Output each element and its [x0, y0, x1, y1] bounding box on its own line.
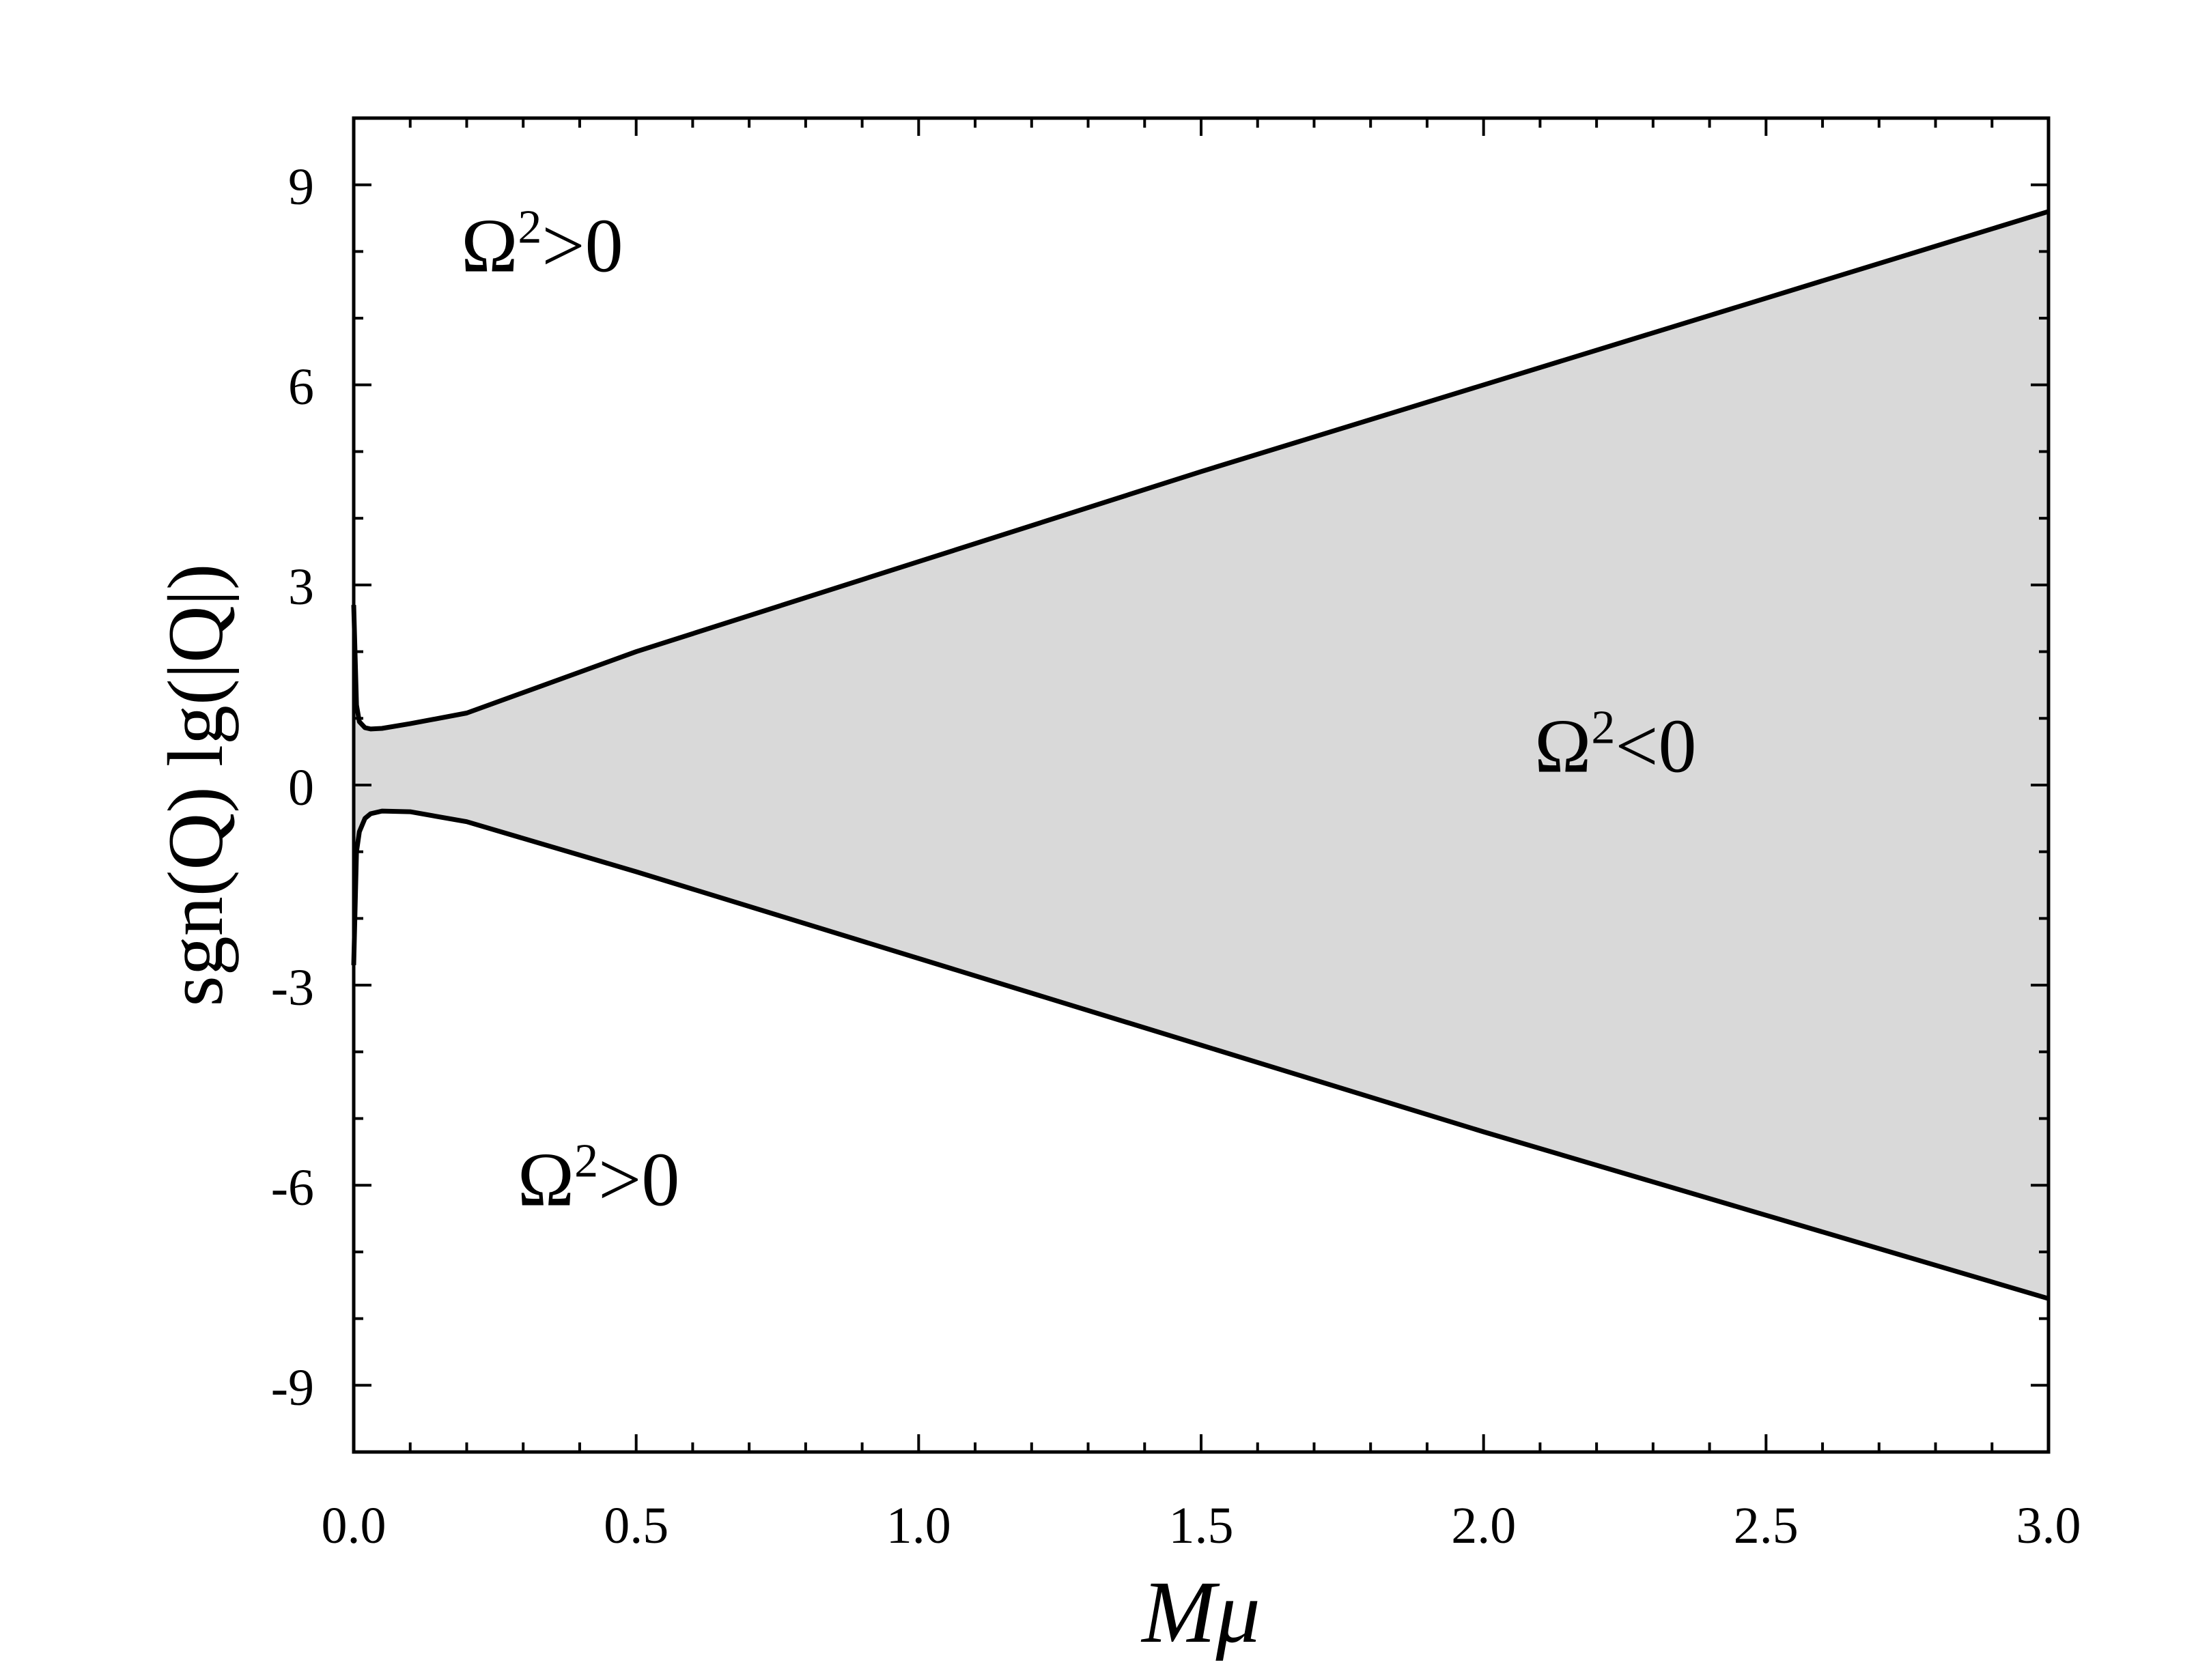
x-tick-label: 1.0: [886, 1497, 951, 1554]
y-axis-title: sgn(Q) lg(|Q|): [152, 564, 240, 1007]
upper-boundary-curve: [351, 209, 2050, 732]
x-tick-labels: 0.0 0.5 1.0 1.5 2.0 2.5 3.0: [322, 1497, 2081, 1554]
x-tick-label: 0.0: [322, 1497, 386, 1554]
x-tick-label: 2.0: [1451, 1497, 1516, 1554]
y-tick-label: 9: [288, 158, 314, 216]
y-tick-labels: -9 -6 -3 0 3 6 9: [271, 158, 314, 1416]
y-tick-label: -6: [271, 1159, 314, 1216]
y-tick-label: 3: [288, 558, 314, 616]
x-tick-label: 0.5: [604, 1497, 668, 1554]
region-label: Ω2>0: [461, 201, 623, 289]
x-tick-label: 3.0: [2016, 1497, 2081, 1554]
region-annotations: Ω2>0 Ω2<0 Ω2>0: [461, 201, 1696, 1223]
region-label: Ω2>0: [518, 1135, 679, 1223]
y-tick-label: 6: [288, 358, 314, 416]
region-label: Ω2<0: [1534, 701, 1696, 788]
axis-ticks: [352, 117, 2050, 1453]
y-tick-label: -3: [271, 959, 314, 1016]
x-tick-label: 2.5: [1734, 1497, 1799, 1554]
x-axis-title: Mμ: [1140, 1563, 1261, 1662]
y-tick-label: 0: [288, 759, 314, 816]
x-tick-label: 1.5: [1169, 1497, 1234, 1554]
lower-boundary-curve: [351, 808, 2049, 1301]
unstable-region-fill: [354, 211, 2049, 1299]
y-tick-label: -9: [271, 1359, 314, 1416]
